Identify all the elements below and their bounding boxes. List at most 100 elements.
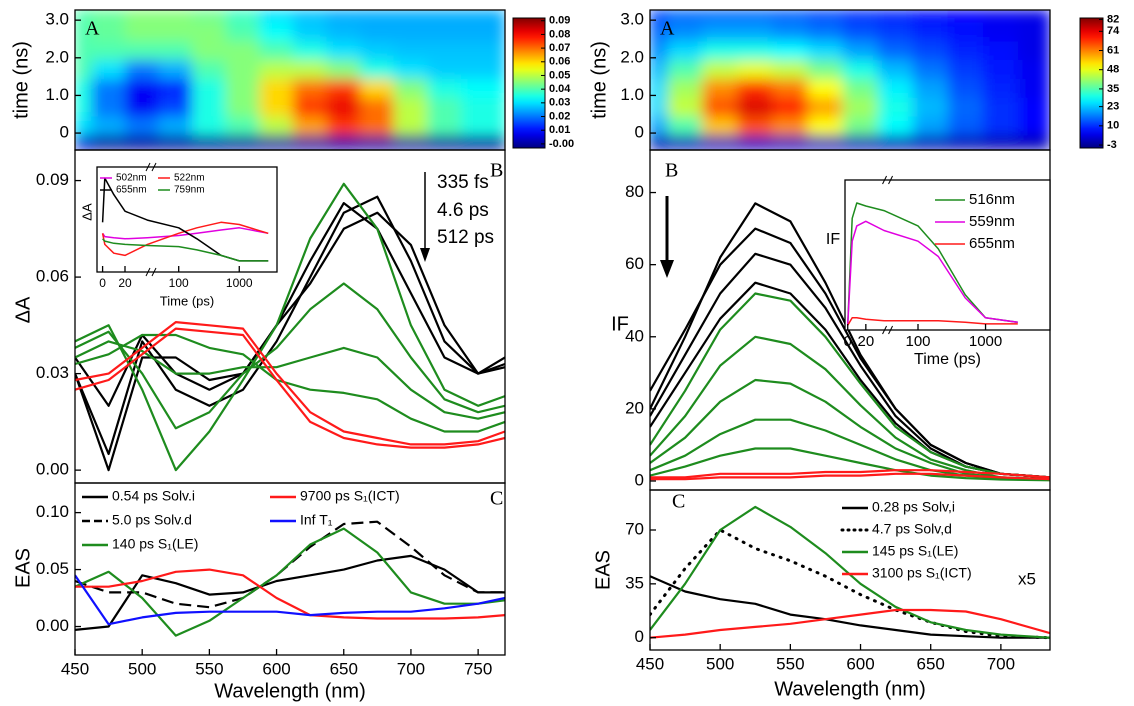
series-line [650,472,1050,481]
inset-background [845,180,1050,330]
heatmap-cell [947,77,984,98]
colorbar-label: 0.07 [549,42,570,54]
heatmap-cell [360,10,395,23]
heatmap-cell [91,10,126,23]
x-tick-label: 100 [169,276,189,290]
y-tick-label: 0 [60,123,69,142]
heatmap-cell [667,10,704,23]
heatmap-cell [360,115,395,136]
heatmap-cell [667,77,704,98]
heatmap-cell [292,115,328,136]
heatmap-cell [912,96,949,117]
panel: 0.28 ps Solv,i 4.7 ps Solv,d 145 ps S₁(LE)… [592,489,1051,700]
heatmap-clip [650,10,1050,150]
heatmap-cell [326,10,362,23]
panel: -0.00 0.01 0.020.03 0.04 0.050.06 0.07 0.080.0… [10,9,574,151]
colorbar [1079,17,1104,149]
heatmap-cell [292,77,328,98]
heatmap-cell [259,21,294,42]
heatmap-cell [650,21,669,42]
heatmap-cell [427,134,462,150]
heatmap-cell [807,59,844,79]
heatmap-cell [75,96,93,117]
heatmap-cell [737,115,774,136]
heatmap-cell [807,40,844,61]
y-tick-label: 0.05 [36,559,69,578]
heatmap-cell [737,134,774,150]
x-axis-label: Wavelength (nm) [214,680,366,702]
lines [846,202,1018,326]
heatmap-cell [192,134,227,150]
heatmap-cell [91,134,126,150]
heatmap-cell [842,10,879,23]
x-tick-label: 750 [464,659,492,678]
series-line [75,321,505,446]
x-tick-label: 550 [195,659,223,678]
heatmap-cell [650,115,669,136]
heatmap-cell [460,59,493,79]
heatmap-cell [124,40,160,61]
colorbar-label: 0.09 [549,15,570,27]
heatmap-cell [158,21,194,42]
y-tick-label: 70 [625,519,644,538]
heatmap-cell [702,115,739,136]
heatmap-cell [158,77,194,98]
heatmap-cell [225,40,261,61]
heatmap-cell [292,59,328,79]
series-line [650,575,1050,639]
y-tick-label: 3.0 [45,10,69,29]
heatmap-cell [667,96,704,117]
heatmap-cell [192,77,227,98]
heatmap-cell [807,10,844,23]
heatmap-cell [912,59,949,79]
y-axis-label: time (ns) [588,41,610,119]
panel: 502nm 522nm 655nm 759nm 0 20 100 1000 Time (ps) Δ… [79,162,278,308]
heatmap-cell [912,21,949,42]
x-tick-label: 500 [706,654,734,673]
y-tick-label: 0 [635,470,644,489]
heatmap-cell [737,21,774,42]
heatmap-cell [158,10,194,23]
arrows [420,172,674,278]
heatmap-cell [877,77,914,98]
heatmap-cell [491,59,505,79]
heatmap-cell [75,134,93,150]
plot-frame [649,489,1051,651]
heatmap-cell [427,77,462,98]
series-line [75,574,505,626]
heatmap-cell [702,21,739,42]
heatmap-cell [192,96,227,117]
heatmap-cell [124,134,160,150]
heatmap-cell [158,40,194,61]
heatmap-cell [393,40,429,61]
heatmap-cell [877,96,914,117]
heatmap-cell [259,77,294,98]
heatmap-cell [360,77,395,98]
heatmap-cell [124,96,160,117]
legend-label: 502nm [116,173,147,184]
legend-label: 140 ps S₁(LE) [112,536,198,552]
heatmap-cell [259,10,294,23]
heatmap-cell [124,77,160,98]
heatmap-cell [192,115,227,136]
heatmap-cell [982,10,1019,23]
series-line [75,340,505,420]
heatmap-cell [877,59,914,79]
y-tick-label: 0.10 [36,502,69,521]
y-tick-label: 1.0 [45,85,69,104]
legend-label: 5.0 ps Solv.d [112,512,192,528]
legend-label: 516nm [969,191,1015,208]
heatmap-cell [158,115,194,136]
heatmap-cell [667,59,704,79]
heatmap-cell [702,59,739,79]
heatmap-cell [842,59,879,79]
heatmap-cell [982,134,1019,150]
heatmap-cell [842,77,879,98]
heatmap-cell [460,96,493,117]
x-tick-label: 650 [330,659,358,678]
heatmap-cell [1017,134,1050,150]
heatmap-cell [225,21,261,42]
heatmap-cell [225,77,261,98]
heatmap-cell [326,21,362,42]
